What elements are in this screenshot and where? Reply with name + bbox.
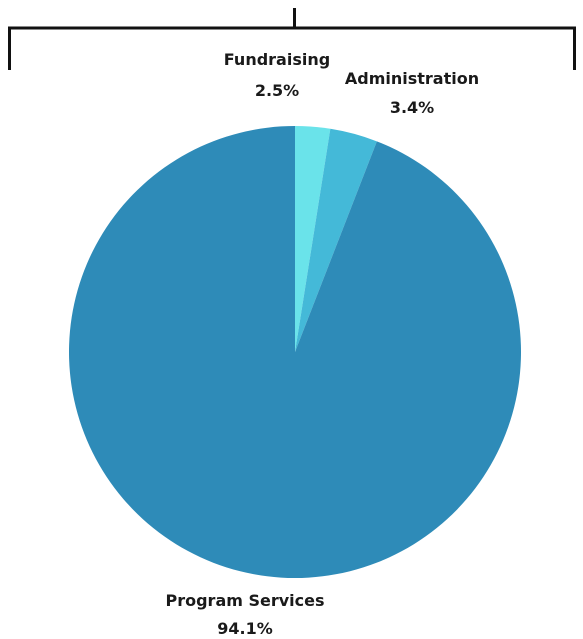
pie-slice-administration — [295, 128, 377, 352]
label-program-services: Program Services — [165, 591, 324, 610]
bracket — [8, 8, 576, 70]
pie-slice-program-services — [69, 126, 522, 578]
pie-slice-fundraising — [295, 126, 331, 352]
label-administration: Administration — [345, 69, 479, 88]
label-fundraising: Fundraising — [224, 50, 330, 69]
value-fundraising: 2.5% — [255, 81, 299, 100]
value-administration: 3.4% — [390, 98, 434, 117]
value-program-services: 94.1% — [217, 619, 273, 638]
